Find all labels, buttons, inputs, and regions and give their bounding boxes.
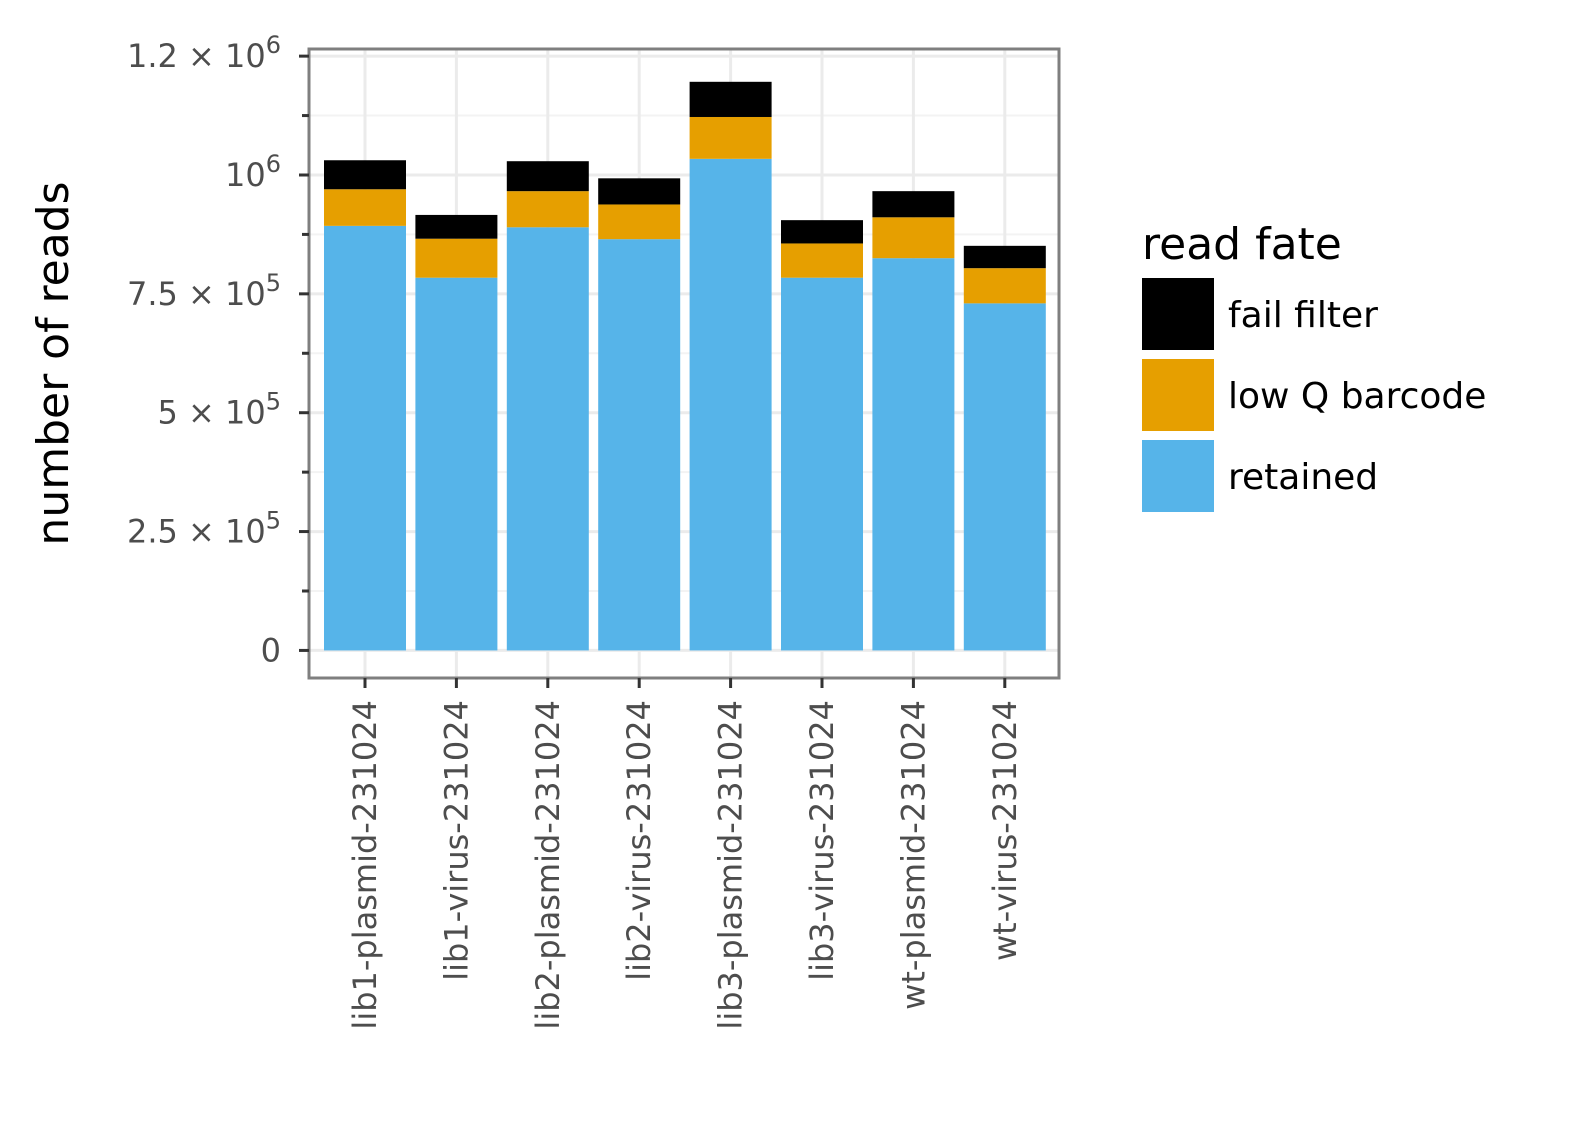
legend-label: low Q barcode: [1228, 376, 1486, 417]
x-tick-label: wt-plasmid-231024: [894, 700, 932, 1010]
y-tick-label: 2.5 × 105: [127, 507, 281, 551]
bar-segment-low-q-barcode: [507, 191, 589, 227]
bar-segment-fail-filter: [781, 220, 863, 243]
bar-segment-fail-filter: [964, 246, 1046, 268]
legend-title: read fate: [1142, 219, 1342, 270]
y-axis: 0 2.5 × 105 5 × 105 7.5 × 105 106 1.2 × 106: [127, 31, 309, 669]
bar-segment-retained: [872, 258, 954, 650]
bar-segment-low-q-barcode: [781, 243, 863, 277]
x-tick-label: lib3-virus-231024: [803, 700, 841, 981]
legend-key-retained: [1142, 440, 1214, 512]
y-axis-title: number of reads: [28, 181, 79, 545]
bar-segment-fail-filter: [415, 215, 497, 239]
x-tick-label: wt-virus-231024: [986, 700, 1024, 961]
bar-segment-fail-filter: [507, 161, 589, 191]
x-tick-label: lib2-plasmid-231024: [529, 700, 567, 1030]
x-tick-label: lib1-virus-231024: [437, 700, 475, 981]
legend-label: retained: [1228, 457, 1378, 498]
y-tick-label: 0: [261, 631, 281, 669]
bar-segment-retained: [781, 278, 863, 651]
bar-segment-fail-filter: [872, 191, 954, 217]
bar-segment-retained: [507, 227, 589, 650]
bar-segment-low-q-barcode: [872, 217, 954, 258]
bar-segment-low-q-barcode: [690, 117, 772, 159]
y-tick-label: 7.5 × 105: [127, 269, 281, 313]
bar-segment-retained: [690, 159, 772, 651]
legend-key-low-q-barcode: [1142, 359, 1214, 431]
bar-segment-retained: [964, 303, 1046, 650]
bar-segment-retained: [415, 278, 497, 651]
bar-segment-low-q-barcode: [964, 268, 1046, 303]
y-tick-label: 1.2 × 106: [127, 31, 281, 75]
x-tick-label: lib2-virus-231024: [620, 700, 658, 981]
bar-segment-retained: [324, 226, 406, 651]
legend-key-fail-filter: [1142, 278, 1214, 350]
legend-label: fail filter: [1228, 295, 1378, 336]
x-tick-label: lib3-plasmid-231024: [712, 700, 750, 1030]
bar-segment-low-q-barcode: [415, 239, 497, 278]
bar-segment-low-q-barcode: [598, 204, 680, 239]
x-tick-label: lib1-plasmid-231024: [346, 700, 384, 1030]
bar-segment-fail-filter: [598, 178, 680, 204]
y-tick-label: 106: [225, 150, 281, 194]
bar-segment-fail-filter: [324, 160, 406, 189]
legend: read fate fail filter low Q barcode retain…: [1142, 219, 1486, 512]
bar-segment-low-q-barcode: [324, 189, 406, 226]
bar-segment-retained: [598, 239, 680, 650]
y-tick-label: 5 × 105: [157, 388, 281, 432]
x-axis: lib1-plasmid-231024 lib1-virus-231024 lib2…: [346, 678, 1024, 1030]
bar-segment-fail-filter: [690, 82, 772, 117]
